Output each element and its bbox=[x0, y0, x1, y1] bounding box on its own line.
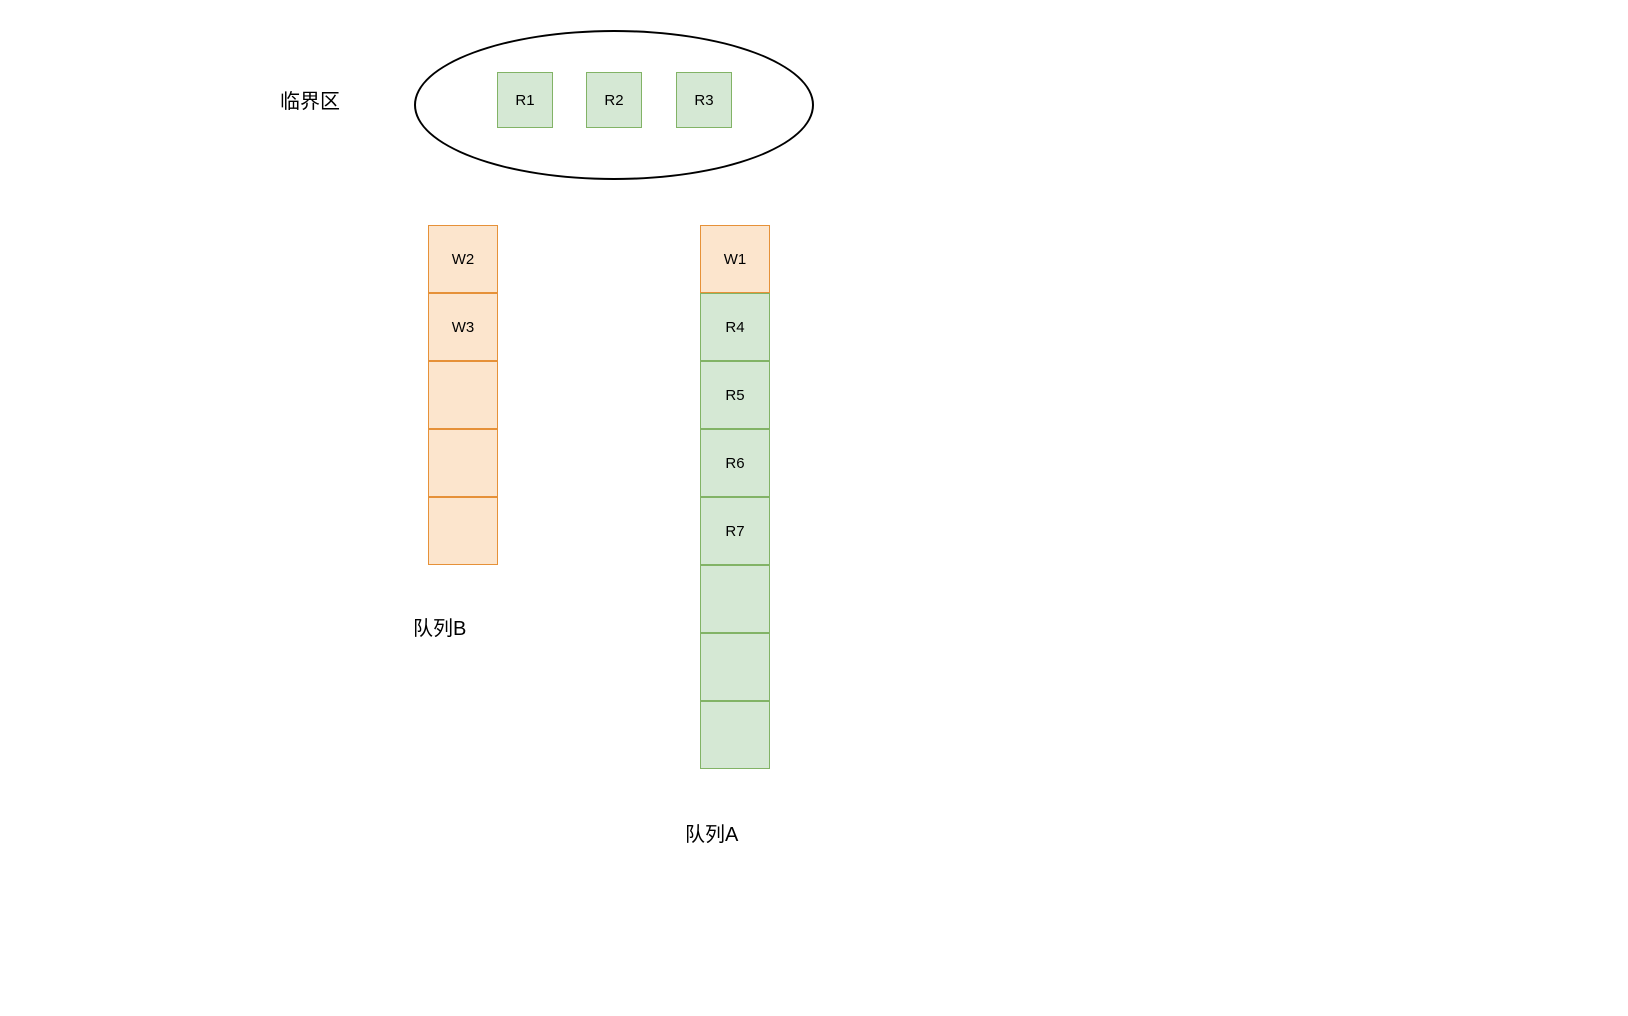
critical-section-label: 临界区 bbox=[280, 85, 340, 114]
critical-cell-r3: R3 bbox=[676, 72, 732, 128]
queue-b-label: 队列B bbox=[413, 612, 466, 641]
queue-a-cell-3: R6 bbox=[700, 429, 770, 497]
queue-a-cell-2: R5 bbox=[700, 361, 770, 429]
queue-a-cell-0: W1 bbox=[700, 225, 770, 293]
queue-b-cell-2 bbox=[428, 361, 498, 429]
queue-a-label: 队列A bbox=[685, 818, 738, 847]
diagram-canvas: 临界区 R1 R2 R3 W2 W3 队列B W1 R4 R5 R6 R7 队列… bbox=[0, 0, 1628, 1016]
queue-a-cell-1: R4 bbox=[700, 293, 770, 361]
queue-b-cell-0: W2 bbox=[428, 225, 498, 293]
queue-a-cell-5 bbox=[700, 565, 770, 633]
critical-cell-r2: R2 bbox=[586, 72, 642, 128]
queue-b-cell-1: W3 bbox=[428, 293, 498, 361]
queue-a-cell-6 bbox=[700, 633, 770, 701]
queue-b-cell-3 bbox=[428, 429, 498, 497]
queue-b-cell-4 bbox=[428, 497, 498, 565]
queue-a-cell-4: R7 bbox=[700, 497, 770, 565]
critical-cell-r1: R1 bbox=[497, 72, 553, 128]
queue-a-cell-7 bbox=[700, 701, 770, 769]
